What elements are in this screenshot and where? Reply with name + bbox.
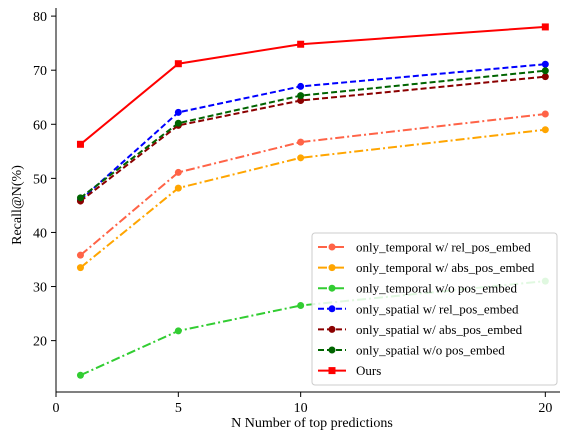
series-1 bbox=[76, 110, 549, 259]
x-tick-label: 0 bbox=[53, 401, 60, 416]
series-7 bbox=[76, 23, 549, 148]
y-tick-label: 60 bbox=[33, 118, 47, 133]
axes: 0 5 10 20 20 30 40 50 60 70 80 bbox=[33, 8, 560, 416]
data-point bbox=[174, 119, 182, 127]
series-2 bbox=[76, 126, 549, 272]
data-point bbox=[541, 60, 549, 68]
legend-item: only_temporal w/o pos_embed bbox=[318, 281, 518, 296]
legend-item: only_spatial w/ abs_pos_embed bbox=[318, 322, 523, 337]
data-point bbox=[297, 154, 305, 162]
data-point bbox=[297, 301, 305, 309]
legend-marker bbox=[328, 284, 336, 292]
series-4 bbox=[76, 60, 549, 204]
x-tick-label: 10 bbox=[294, 401, 308, 416]
legend-label: only_spatial w/ abs_pos_embed bbox=[356, 322, 523, 337]
data-point bbox=[297, 138, 305, 146]
legend-marker bbox=[328, 243, 336, 251]
y-tick-label: 20 bbox=[33, 335, 47, 350]
y-tick-label: 80 bbox=[33, 10, 47, 25]
legend: only_temporal w/ rel_pos_embed only_tempo… bbox=[311, 232, 558, 386]
data-point bbox=[541, 126, 549, 134]
series-line bbox=[79, 69, 546, 199]
data-point bbox=[297, 82, 305, 90]
series-line bbox=[80, 280, 546, 377]
series-line bbox=[79, 128, 546, 269]
legend-item: Ours bbox=[318, 363, 381, 378]
data-point bbox=[541, 67, 549, 75]
legend-marker bbox=[328, 264, 336, 272]
data-point bbox=[76, 194, 84, 202]
data-point bbox=[76, 251, 84, 259]
legend-label: only_spatial w/o pos_embed bbox=[356, 343, 505, 358]
series-line bbox=[79, 113, 546, 256]
data-point bbox=[76, 371, 84, 379]
series-line bbox=[79, 75, 546, 202]
legend-marker bbox=[328, 346, 336, 354]
data-point bbox=[297, 40, 305, 48]
data-point bbox=[174, 327, 182, 335]
x-tick-label: 5 bbox=[175, 401, 182, 416]
legend-label: only_temporal w/o pos_embed bbox=[356, 281, 518, 296]
data-point bbox=[541, 23, 549, 31]
legend-label: only_temporal w/ abs_pos_embed bbox=[356, 260, 535, 275]
y-tick-label: 40 bbox=[33, 226, 47, 241]
data-point bbox=[174, 168, 182, 176]
x-tick-label: 20 bbox=[538, 401, 552, 416]
data-point bbox=[174, 184, 182, 192]
data-point bbox=[541, 110, 549, 118]
y-tick-label: 70 bbox=[33, 64, 47, 79]
data-point bbox=[297, 92, 305, 100]
data-point bbox=[174, 108, 182, 116]
data-point bbox=[76, 140, 84, 148]
series-line bbox=[79, 63, 546, 201]
legend-box bbox=[311, 232, 558, 386]
legend-label: Ours bbox=[356, 363, 381, 378]
data-point bbox=[76, 264, 84, 272]
legend-marker bbox=[328, 305, 336, 313]
legend-item: only_temporal w/ rel_pos_embed bbox=[318, 240, 531, 255]
series-6 bbox=[76, 67, 549, 202]
legend-marker bbox=[328, 367, 336, 375]
y-tick-label: 30 bbox=[33, 281, 47, 296]
plot-area bbox=[76, 23, 549, 379]
data-point bbox=[541, 73, 549, 81]
legend-item: only_spatial w/ rel_pos_embed bbox=[318, 301, 519, 316]
data-point bbox=[174, 60, 182, 68]
y-axis-label: Recall@N(%) bbox=[10, 165, 25, 245]
legend-label: only_spatial w/ rel_pos_embed bbox=[356, 301, 519, 316]
legend-item: only_temporal w/ abs_pos_embed bbox=[318, 260, 535, 275]
series-line bbox=[79, 25, 546, 146]
data-point bbox=[297, 96, 305, 104]
y-tick-label: 50 bbox=[33, 172, 47, 187]
x-axis-label: N Number of top predictions bbox=[231, 416, 393, 431]
legend-item: only_spatial w/o pos_embed bbox=[318, 343, 505, 358]
legend-label: only_temporal w/ rel_pos_embed bbox=[356, 240, 531, 255]
legend-marker bbox=[328, 325, 336, 333]
